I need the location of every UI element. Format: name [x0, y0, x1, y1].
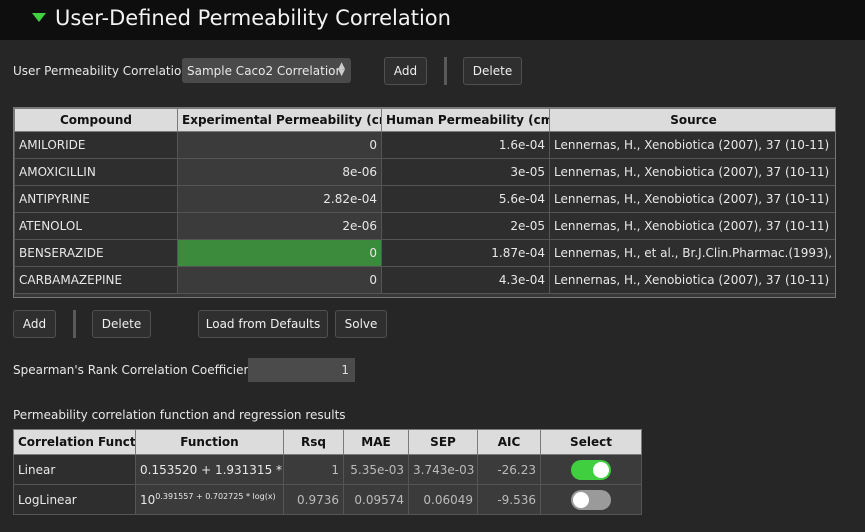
correlation-select[interactable]: Sample Caco2 Correlation ▲ ▼ — [182, 58, 351, 83]
table-cell: AMILORIDE — [14, 131, 178, 159]
add-correlation-button[interactable]: Add — [384, 57, 427, 85]
header-row: Correlation FunctionFunctionRsqMAESEPAIC… — [13, 429, 642, 455]
table-cell: AMOXICILLIN — [14, 158, 178, 186]
spearman-label: Spearman's Rank Correlation Coefficient: — [13, 363, 260, 377]
select-toggle[interactable] — [571, 489, 611, 510]
rsq-cell: 0.9736 — [283, 484, 344, 515]
table-cell: 1.6e-04 — [381, 131, 550, 159]
table-row: AMILORIDE 0 1.6e-04 Lennernas, H., Xenobiot… — [14, 131, 835, 159]
column-header: Correlation Function — [13, 429, 136, 455]
table-cell[interactable]: 8e-06 — [177, 158, 382, 186]
table-row: ATENOLOL 2e-06 2e-05 Lennernas, H., Xenobio… — [14, 212, 835, 240]
collapse-icon[interactable] — [32, 13, 46, 22]
table-cell[interactable]: 0 — [177, 131, 382, 159]
sep-cell: 0.06049 — [408, 484, 478, 515]
table-cell: Lennernas, H., Xenobiotica (2007), 37 (1… — [549, 131, 835, 159]
table-cell[interactable]: 0 — [177, 266, 382, 294]
column-header: Human Permeability (cm/s) — [381, 108, 550, 132]
table-row: BENSERAZIDE 0 1.87e-04 Lennernas, H., et al… — [14, 239, 835, 267]
select-value: Sample Caco2 Correlation — [187, 63, 344, 78]
table-cell: ATENOLOL — [14, 212, 178, 240]
selector-label: User Permeability Correlation — [13, 64, 189, 78]
column-header: Function — [135, 429, 284, 455]
select-toggle[interactable] — [571, 459, 611, 480]
delete-row-button[interactable]: Delete — [92, 310, 151, 338]
function-cell: 0.153520 + 1.931315 * x — [135, 454, 284, 485]
separator — [444, 57, 447, 85]
column-header: MAE — [343, 429, 409, 455]
function-text: 0.153520 + 1.931315 * x — [140, 462, 284, 477]
table-cell: 2e-05 — [381, 212, 550, 240]
table-cell: BENSERAZIDE — [14, 239, 178, 267]
table-row: ANTIPYRINE 2.82e-04 5.6e-04 Lennernas, H., … — [14, 185, 835, 213]
function-name: LogLinear — [13, 484, 136, 515]
mae-cell: 5.35e-03 — [343, 454, 409, 485]
table-cell: 3e-05 — [381, 158, 550, 186]
table-cell: 1.87e-04 — [381, 239, 550, 267]
results-row: LogLinear 100.391557 + 0.702725 * log(x) 0… — [13, 484, 642, 515]
results-table: Correlation FunctionFunctionRsqMAESEPAIC… — [13, 429, 642, 515]
toggle-knob — [593, 461, 609, 478]
table-cell: Lennernas, H., Xenobiotica (2007), 37 (1… — [549, 266, 835, 294]
table-cell: Lennernas, H., Xenobiotica (2007), 37 (1… — [549, 212, 835, 240]
page-title: User-Defined Permeability Correlation — [55, 6, 451, 30]
solve-button[interactable]: Solve — [335, 310, 387, 338]
column-header: Select — [540, 429, 642, 455]
column-header: Experimental Permeability (cm/s) — [177, 108, 382, 132]
table-row: CARBAMAZEPINE 0 4.3e-04 Lennernas, H., Xeno… — [14, 266, 835, 294]
table-row: AMOXICILLIN 8e-06 3e-05 Lennernas, H., Xeno… — [14, 158, 835, 186]
select-cell — [540, 484, 642, 515]
table-cell[interactable]: 0 — [177, 239, 382, 267]
rsq-cell: 1 — [283, 454, 344, 485]
table-cell[interactable]: 2.82e-04 — [177, 185, 382, 213]
header-bar: User-Defined Permeability Correlation — [0, 0, 865, 40]
table-cell: CARBAMAZEPINE — [14, 266, 178, 294]
toggle-knob — [573, 491, 589, 508]
table-cell: 5.6e-04 — [381, 185, 550, 213]
column-header: Source — [549, 108, 835, 132]
table-cell: 4.3e-04 — [381, 266, 550, 294]
separator — [73, 310, 76, 338]
aic-cell: -9.536 — [477, 484, 541, 515]
aic-cell: -26.23 — [477, 454, 541, 485]
function-cell: 100.391557 + 0.702725 * log(x) — [135, 484, 284, 515]
function-name: Linear — [13, 454, 136, 485]
table-cell: Lennernas, H., Xenobiotica (2007), 37 (1… — [549, 185, 835, 213]
load-defaults-button[interactable]: Load from Defaults — [198, 310, 328, 338]
results-caption: Permeability correlation function and re… — [13, 408, 346, 422]
table-cell: Lennernas, H., et al., Br.J.Clin.Pharmac… — [549, 239, 835, 267]
delete-correlation-button[interactable]: Delete — [463, 57, 522, 85]
results-row: Linear 0.153520 + 1.931315 * x 1 5.35e-03 3.… — [13, 454, 642, 485]
add-row-button[interactable]: Add — [13, 310, 56, 338]
spearman-value: 1 — [248, 358, 355, 382]
column-header: SEP — [408, 429, 478, 455]
select-cell — [540, 454, 642, 485]
mae-cell: 0.09574 — [343, 484, 409, 515]
function-exponent: 0.391557 + 0.702725 * log(x) — [155, 492, 276, 501]
column-header: AIC — [477, 429, 541, 455]
column-header: Rsq — [283, 429, 344, 455]
function-base: 10 — [140, 493, 156, 507]
table-cell: Lennernas, H., Xenobiotica (2007), 37 (1… — [549, 158, 835, 186]
column-header: Compound — [14, 108, 178, 132]
table-cell: ANTIPYRINE — [14, 185, 178, 213]
select-arrows: ▲ ▼ — [338, 61, 345, 78]
table-cell[interactable]: 2e-06 — [177, 212, 382, 240]
sep-cell: 3.743e-03 — [408, 454, 478, 485]
